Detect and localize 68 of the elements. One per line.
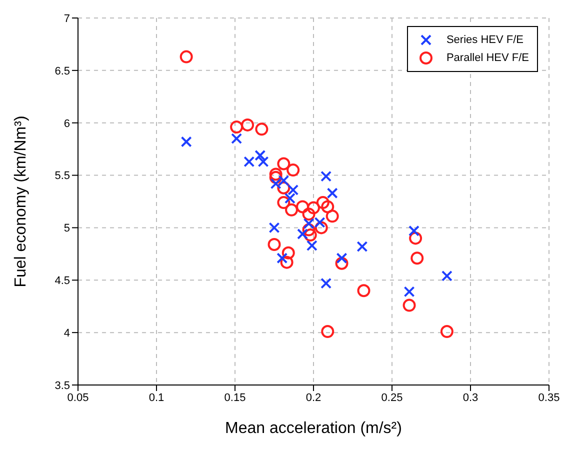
point bbox=[409, 232, 422, 245]
y-tick-label: 4 bbox=[64, 327, 70, 340]
point bbox=[269, 170, 282, 184]
point bbox=[282, 246, 295, 260]
point bbox=[230, 120, 244, 134]
point bbox=[410, 252, 424, 265]
point bbox=[326, 210, 339, 223]
point bbox=[277, 196, 290, 210]
y-tick-label: 3.5 bbox=[54, 380, 70, 392]
point bbox=[231, 133, 242, 144]
point bbox=[357, 284, 370, 298]
point bbox=[320, 170, 332, 182]
x-axis-title: Mean acceleration (m/s²) bbox=[225, 420, 402, 437]
point bbox=[297, 228, 308, 240]
x-tick-label: 0.2 bbox=[306, 392, 322, 404]
x-tick-label: 0.05 bbox=[67, 392, 89, 404]
point bbox=[277, 181, 290, 194]
point bbox=[402, 298, 416, 312]
y-tick-label: 5 bbox=[64, 222, 70, 235]
point bbox=[304, 228, 317, 242]
y-tick-label: 6 bbox=[64, 118, 70, 130]
legend-label: Series HEV F/E bbox=[446, 34, 524, 46]
x-tick-label: 0.3 bbox=[462, 392, 478, 404]
point bbox=[321, 325, 334, 338]
point bbox=[284, 192, 296, 204]
point bbox=[285, 203, 298, 216]
point bbox=[335, 256, 348, 270]
point bbox=[180, 136, 192, 148]
point bbox=[269, 168, 282, 181]
point bbox=[302, 208, 316, 221]
point bbox=[316, 196, 330, 210]
point bbox=[336, 252, 348, 264]
legend-label: Parallel HEV F/E bbox=[446, 52, 529, 64]
point bbox=[404, 286, 415, 298]
point bbox=[441, 270, 452, 282]
point bbox=[244, 156, 255, 168]
point bbox=[408, 225, 420, 236]
y-axis-title: Fuel economy (km/Nm³) bbox=[12, 116, 30, 288]
point bbox=[280, 256, 294, 269]
point bbox=[326, 188, 338, 199]
y-tick-label: 5.5 bbox=[54, 170, 70, 182]
point bbox=[314, 221, 328, 234]
x-tick-label: 0.25 bbox=[381, 392, 403, 404]
point bbox=[254, 150, 266, 161]
point bbox=[288, 184, 299, 196]
point bbox=[268, 238, 281, 251]
point bbox=[180, 50, 193, 64]
point bbox=[296, 200, 310, 214]
point bbox=[277, 157, 290, 170]
y-tick-label: 6.5 bbox=[54, 65, 70, 78]
x-tick-label: 0.35 bbox=[538, 392, 560, 404]
y-tick-label: 7 bbox=[64, 12, 70, 25]
point bbox=[440, 325, 454, 338]
y-tick-label: 4.5 bbox=[54, 275, 70, 288]
point bbox=[286, 164, 300, 177]
point bbox=[255, 122, 268, 136]
point bbox=[356, 241, 368, 252]
point bbox=[321, 200, 334, 214]
x-tick-label: 0.15 bbox=[224, 392, 246, 404]
point bbox=[302, 223, 316, 236]
point bbox=[258, 156, 269, 168]
point bbox=[276, 252, 288, 264]
point bbox=[307, 201, 320, 214]
point bbox=[306, 240, 318, 252]
point bbox=[320, 278, 332, 289]
point bbox=[241, 118, 254, 132]
point bbox=[268, 222, 280, 234]
x-tick-label: 0.1 bbox=[148, 392, 164, 404]
